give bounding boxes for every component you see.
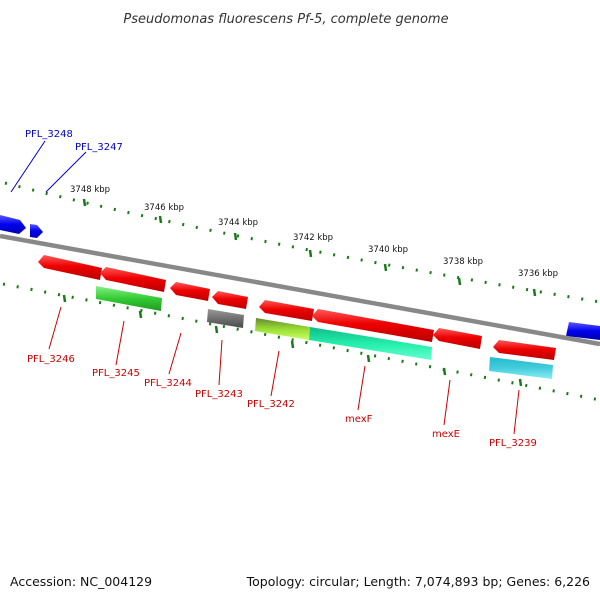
tick-mark: [518, 378, 523, 387]
leader-line-pfl3246: [48, 306, 62, 350]
gene-pfl3243[interactable]: [212, 291, 248, 309]
gene-pfl3244[interactable]: [170, 282, 210, 301]
tick-mark: [442, 367, 447, 376]
cog-bar-pfl3243: [207, 309, 244, 328]
gene-pfl3246[interactable]: [38, 255, 102, 280]
cog-bar-mexF: [309, 327, 432, 360]
tick-label: 3744 kbp: [218, 218, 258, 228]
gene-label-pfl3245[interactable]: PFL_3245: [92, 368, 140, 379]
gene-label-pfl3248[interactable]: PFL_3248: [25, 129, 73, 140]
tick-label: 3746 kbp: [144, 203, 184, 213]
leader-line-pfl3244: [168, 332, 182, 375]
gene-label-pfl3247[interactable]: PFL_3247: [75, 142, 123, 153]
tick-label: 3742 kbp: [293, 233, 333, 243]
tick-mark: [233, 232, 238, 241]
tick-mark: [308, 249, 313, 258]
reverse-genes: [38, 255, 556, 360]
tick-mark: [62, 294, 67, 303]
leader-line-pfl3239: [513, 389, 520, 435]
gene-pfl3242[interactable]: [259, 300, 314, 321]
tick-label: 3740 kbp: [368, 245, 408, 255]
gene-pfl3247[interactable]: [30, 224, 43, 238]
gene-label-pfl3243[interactable]: PFL_3243: [195, 389, 243, 400]
genome-summary-text: Topology: circular; Length: 7,074,893 bp…: [246, 574, 590, 589]
leader-line-pfl3247: [45, 151, 87, 193]
leader-line-mexF: [357, 365, 366, 411]
leader-line-pfl3243: [218, 339, 223, 386]
leader-lines-forward: [10, 140, 87, 193]
tick-mark: [532, 288, 537, 297]
cog-bar-pfl3239: [489, 357, 553, 379]
accession-text: Accession: NC_004129: [10, 574, 152, 589]
leader-line-mexE: [443, 379, 451, 426]
page-title: Pseudomonas fluorescens Pf-5, complete g…: [123, 12, 448, 27]
leader-lines-reverse: [48, 306, 520, 435]
gene-label-pfl3244[interactable]: PFL_3244: [144, 378, 192, 389]
tick-label: 3738 kbp: [443, 257, 483, 267]
cog-bar-pfl3242: [255, 318, 310, 340]
genome-backbone: [0, 233, 600, 347]
tick-mark: [82, 198, 87, 207]
gene-label-mexF[interactable]: mexF: [345, 414, 373, 425]
gene-label-pfl3242[interactable]: PFL_3242: [247, 399, 295, 410]
leader-line-pfl3245: [115, 320, 125, 366]
major-ticks-inner: [62, 294, 523, 387]
leader-line-pfl3248: [10, 140, 46, 193]
cog-bar-pfl3245: [96, 286, 162, 311]
gene-mexE[interactable]: [433, 328, 482, 349]
gene-pfl3239[interactable]: [493, 340, 556, 360]
tick-mark: [138, 310, 143, 319]
tick-mark: [158, 215, 163, 224]
tick-mark: [290, 340, 295, 349]
scale-dots-inner: [2, 282, 600, 402]
gene-mexF[interactable]: [312, 309, 434, 342]
gene-right-blue[interactable]: [566, 322, 600, 340]
gene-pfl3245[interactable]: [100, 267, 166, 292]
leader-line-pfl3242: [270, 350, 280, 397]
tick-mark: [214, 325, 219, 334]
gene-pfl3248[interactable]: [0, 215, 26, 234]
tick-label: 3748 kbp: [70, 185, 110, 195]
major-ticks-outer: [82, 198, 537, 297]
tick-mark: [366, 354, 371, 363]
tick-label: 3736 kbp: [518, 269, 558, 279]
scale-dots-outer: [4, 181, 600, 304]
gene-label-mexE[interactable]: mexE: [432, 429, 460, 440]
tick-mark: [383, 263, 388, 272]
gene-label-pfl3239[interactable]: PFL_3239: [489, 438, 537, 449]
tick-mark: [457, 277, 462, 286]
gene-label-pfl3246[interactable]: PFL_3246: [27, 354, 75, 365]
